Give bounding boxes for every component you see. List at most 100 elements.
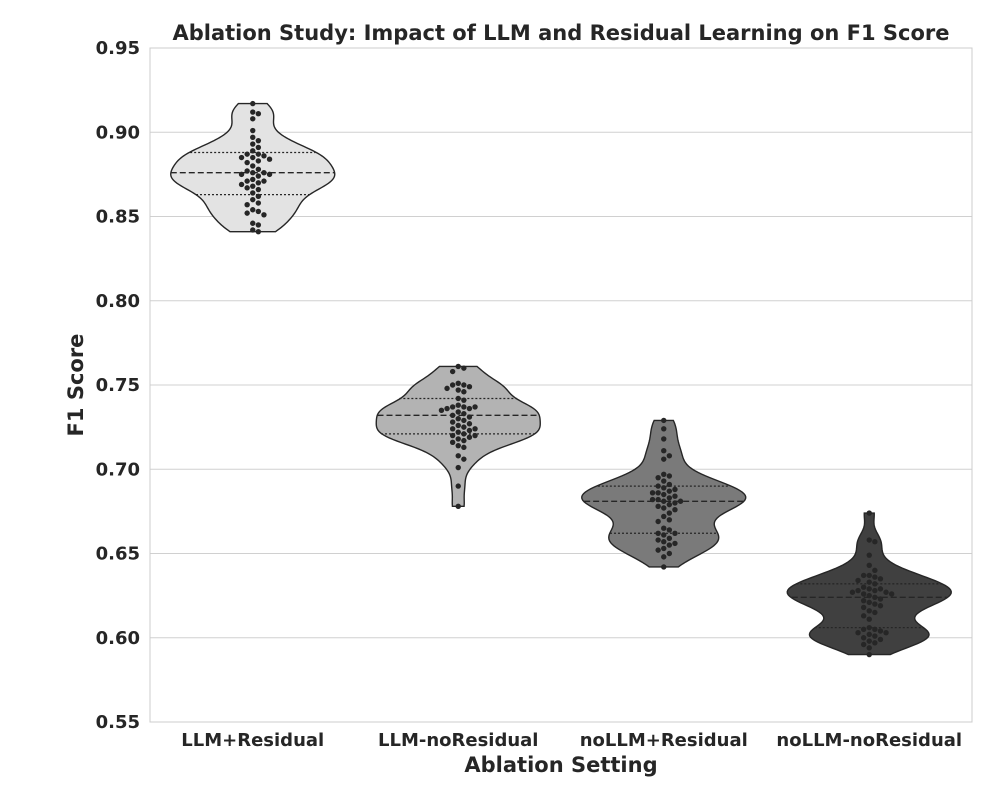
data-point	[877, 596, 884, 602]
data-point	[872, 581, 878, 587]
data-point	[261, 178, 267, 184]
data-point	[461, 404, 467, 410]
data-point	[661, 545, 667, 552]
data-point	[255, 222, 262, 228]
data-point	[449, 439, 456, 445]
data-point	[661, 426, 667, 432]
data-point	[661, 456, 667, 462]
data-point	[666, 542, 673, 548]
data-point	[444, 385, 450, 392]
data-point	[866, 586, 872, 592]
data-point	[255, 193, 262, 199]
data-point	[655, 496, 661, 503]
data-point	[455, 429, 461, 435]
data-point	[255, 186, 262, 193]
data-point	[255, 166, 262, 173]
data-point	[672, 493, 678, 499]
data-point	[449, 382, 456, 388]
data-point	[461, 431, 467, 437]
data-point	[455, 436, 461, 442]
data-point	[255, 111, 262, 117]
data-points	[238, 100, 895, 658]
data-point	[866, 562, 872, 568]
data-point	[661, 485, 667, 491]
data-point	[860, 572, 867, 579]
data-point	[872, 567, 878, 574]
data-point	[255, 144, 262, 151]
y-tick-label: 0.70	[96, 459, 140, 480]
data-point	[250, 169, 256, 176]
x-axis-label: Ablation Setting	[464, 753, 657, 777]
data-point	[266, 156, 273, 162]
data-point	[238, 154, 245, 161]
y-tick-label: 0.55	[96, 712, 140, 733]
data-point	[250, 109, 256, 115]
data-point	[866, 651, 872, 658]
data-point	[455, 402, 461, 408]
data-point	[455, 453, 461, 459]
data-point	[461, 410, 467, 417]
data-point	[866, 599, 872, 606]
data-point	[661, 417, 667, 424]
y-tick-label: 0.60	[96, 628, 140, 649]
data-point	[661, 436, 667, 442]
data-point	[866, 624, 872, 631]
y-tick-label: 0.65	[96, 544, 140, 565]
data-point	[250, 148, 256, 154]
y-tick-label: 0.90	[96, 122, 140, 143]
data-point	[238, 171, 245, 178]
data-point	[455, 422, 461, 429]
data-point	[461, 456, 467, 462]
data-point	[883, 630, 889, 636]
data-point	[250, 196, 256, 203]
data-point	[666, 517, 673, 523]
data-point	[244, 202, 250, 208]
data-point	[872, 640, 878, 646]
data-point	[866, 510, 872, 516]
data-point	[472, 426, 478, 432]
y-tick-label: 0.85	[96, 207, 140, 228]
data-point	[866, 608, 872, 614]
data-point	[860, 584, 867, 590]
data-point	[466, 405, 473, 412]
data-point	[472, 404, 478, 410]
data-point	[877, 636, 884, 643]
data-point	[860, 591, 867, 597]
data-point	[872, 587, 878, 594]
data-point	[455, 395, 461, 402]
data-point	[255, 208, 262, 215]
data-point	[661, 478, 667, 484]
data-point	[255, 228, 262, 235]
data-point	[238, 181, 245, 188]
data-point	[849, 589, 856, 595]
data-point	[661, 532, 667, 538]
data-point	[250, 100, 256, 107]
data-point	[655, 490, 661, 496]
data-point	[655, 474, 661, 481]
data-point	[461, 365, 467, 371]
data-point	[866, 592, 872, 599]
data-point	[866, 631, 872, 638]
data-point	[461, 397, 467, 403]
data-point	[255, 137, 262, 144]
data-point	[855, 577, 861, 584]
chart-title: Ablation Study: Impact of LLM and Residu…	[172, 21, 949, 45]
data-point	[877, 586, 884, 592]
data-point	[466, 421, 473, 427]
data-point	[449, 368, 456, 375]
data-point	[250, 220, 256, 226]
data-point	[866, 572, 872, 579]
data-point	[250, 134, 256, 140]
data-point	[244, 178, 250, 184]
data-point	[472, 432, 478, 439]
data-point	[661, 498, 667, 504]
data-point	[672, 530, 678, 536]
data-point	[261, 153, 267, 159]
data-point	[255, 180, 262, 186]
data-point	[455, 380, 461, 387]
data-point	[244, 168, 250, 174]
data-point	[860, 641, 867, 648]
x-tick-label: LLM+Residual	[181, 730, 324, 751]
data-point	[866, 645, 872, 651]
data-point	[449, 404, 456, 410]
